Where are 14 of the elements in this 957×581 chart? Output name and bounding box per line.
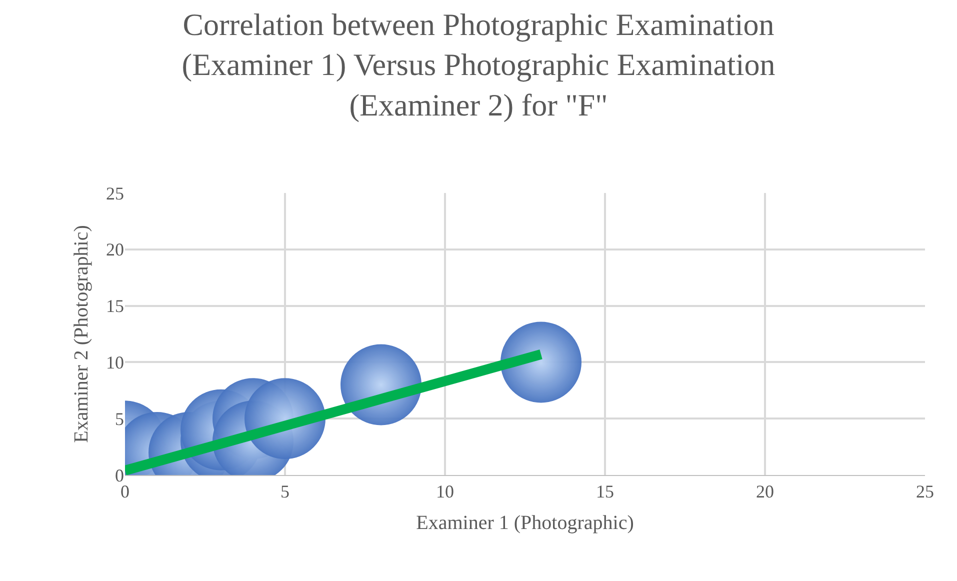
y-tick-label: 5 (115, 408, 124, 429)
y-axis-title: Examiner 2 (Photographic) (70, 225, 92, 443)
x-tick-label: 25 (916, 482, 934, 502)
y-tick-label: 15 (106, 296, 124, 316)
y-tick-label: 25 (106, 183, 124, 204)
x-tick-label: 5 (280, 482, 290, 502)
y-tick-label: 20 (106, 240, 124, 260)
chart-title: Correlation between Photographic Examination (Examiner 1) Versus Photographic Examination (Examiner 2) for "F" (182, 6, 776, 122)
x-tick-label: 10 (436, 482, 454, 502)
y-tick-label: 10 (106, 352, 124, 372)
x-axis-title: Examiner 1 (Photographic) (416, 512, 634, 534)
x-tick-label: 20 (756, 482, 774, 502)
x-tick-label: 15 (596, 482, 614, 502)
y-tick-label: 0 (115, 465, 124, 486)
